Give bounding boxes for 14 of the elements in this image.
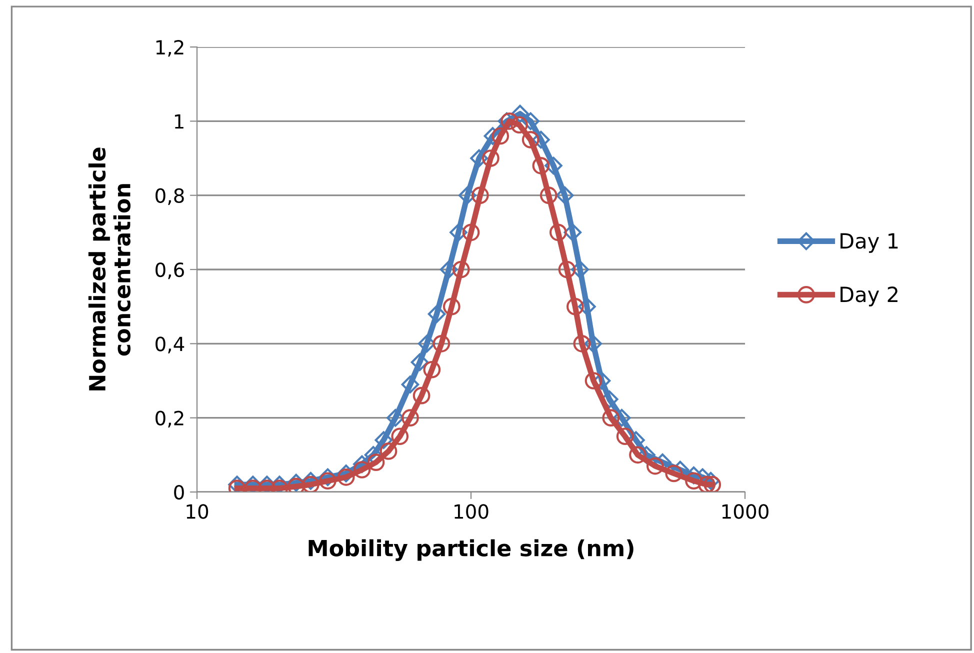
y-axis-title: Normalized particle concentration xyxy=(88,148,131,390)
y-tick-label: 0,6 xyxy=(156,262,184,280)
y-tick-label: 1 xyxy=(174,114,184,129)
y-tick-label: 1,2 xyxy=(156,40,184,57)
x-tick-label: 1000 xyxy=(722,504,768,519)
x-tick-label: 100 xyxy=(454,504,488,519)
y-tick-label: 0 xyxy=(174,484,184,500)
y-tick-label: 0,8 xyxy=(156,188,184,205)
x-tick-label: 10 xyxy=(186,504,208,519)
y-tick-label: 0,2 xyxy=(156,410,184,428)
legend-label: Day 1 xyxy=(840,233,898,253)
x-axis-title: Mobility particle size (nm) xyxy=(308,539,634,561)
legend-label: Day 2 xyxy=(840,286,898,306)
y-tick-label: 0,4 xyxy=(156,336,184,354)
